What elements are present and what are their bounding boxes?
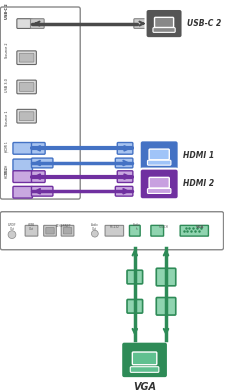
Text: USB-C 2: USB-C 2: [188, 19, 222, 28]
FancyBboxPatch shape: [63, 227, 72, 234]
Text: HDMI 1: HDMI 1: [5, 142, 9, 152]
Text: HDMI 2: HDMI 2: [5, 167, 9, 178]
FancyBboxPatch shape: [117, 143, 133, 154]
FancyBboxPatch shape: [19, 83, 34, 91]
FancyBboxPatch shape: [31, 171, 45, 183]
Text: TOUCH: TOUCH: [5, 164, 9, 175]
FancyBboxPatch shape: [17, 80, 36, 94]
FancyBboxPatch shape: [147, 189, 171, 193]
FancyBboxPatch shape: [13, 143, 33, 154]
FancyBboxPatch shape: [129, 225, 140, 236]
Circle shape: [91, 230, 98, 237]
Text: |: |: [5, 151, 9, 152]
Text: HDMI 1: HDMI 1: [183, 151, 214, 160]
FancyBboxPatch shape: [17, 19, 33, 29]
FancyBboxPatch shape: [13, 186, 33, 198]
Text: HDMI 2: HDMI 2: [183, 180, 214, 189]
FancyBboxPatch shape: [31, 186, 53, 196]
FancyBboxPatch shape: [149, 149, 169, 160]
FancyBboxPatch shape: [180, 225, 208, 236]
Text: TOUCH: TOUCH: [159, 225, 169, 229]
FancyBboxPatch shape: [151, 225, 164, 236]
FancyBboxPatch shape: [25, 225, 38, 236]
FancyBboxPatch shape: [30, 19, 44, 29]
Text: VGA: VGA: [196, 225, 204, 229]
FancyBboxPatch shape: [31, 158, 53, 168]
FancyBboxPatch shape: [17, 51, 36, 65]
FancyBboxPatch shape: [61, 225, 74, 236]
FancyBboxPatch shape: [132, 352, 157, 365]
FancyBboxPatch shape: [140, 169, 179, 199]
Text: Source 2: Source 2: [5, 42, 9, 58]
Text: Source 1: Source 1: [5, 110, 9, 126]
FancyBboxPatch shape: [146, 9, 183, 38]
FancyBboxPatch shape: [130, 367, 159, 372]
FancyBboxPatch shape: [149, 177, 169, 188]
FancyBboxPatch shape: [19, 112, 34, 121]
FancyBboxPatch shape: [44, 225, 56, 236]
FancyBboxPatch shape: [155, 17, 174, 27]
Text: HDMI
Out: HDMI Out: [28, 223, 35, 231]
Text: USB 3.0: USB 3.0: [5, 78, 9, 92]
Text: Audio
In: Audio In: [133, 223, 141, 231]
FancyBboxPatch shape: [31, 143, 45, 154]
FancyBboxPatch shape: [19, 53, 34, 62]
FancyBboxPatch shape: [13, 171, 33, 183]
FancyBboxPatch shape: [140, 140, 179, 171]
FancyBboxPatch shape: [46, 227, 54, 234]
FancyBboxPatch shape: [13, 159, 33, 171]
FancyBboxPatch shape: [0, 7, 80, 199]
Text: RS-232: RS-232: [109, 225, 119, 229]
FancyBboxPatch shape: [121, 342, 168, 378]
Text: ETHERNET: ETHERNET: [56, 224, 71, 228]
FancyBboxPatch shape: [127, 299, 143, 313]
Text: S/PDIF
Out: S/PDIF Out: [8, 223, 16, 231]
FancyBboxPatch shape: [127, 270, 143, 284]
FancyBboxPatch shape: [0, 212, 224, 250]
Circle shape: [8, 231, 16, 239]
Text: VGA: VGA: [133, 382, 156, 392]
FancyBboxPatch shape: [156, 298, 176, 315]
FancyBboxPatch shape: [156, 268, 176, 286]
FancyBboxPatch shape: [117, 171, 133, 183]
FancyBboxPatch shape: [115, 186, 133, 196]
FancyBboxPatch shape: [147, 160, 171, 165]
FancyBboxPatch shape: [134, 19, 147, 29]
FancyBboxPatch shape: [105, 225, 124, 236]
FancyBboxPatch shape: [17, 109, 36, 123]
FancyBboxPatch shape: [153, 27, 175, 33]
Text: Audio
Out: Audio Out: [91, 223, 99, 231]
FancyBboxPatch shape: [115, 158, 133, 168]
Text: USB-C 2: USB-C 2: [5, 3, 9, 19]
